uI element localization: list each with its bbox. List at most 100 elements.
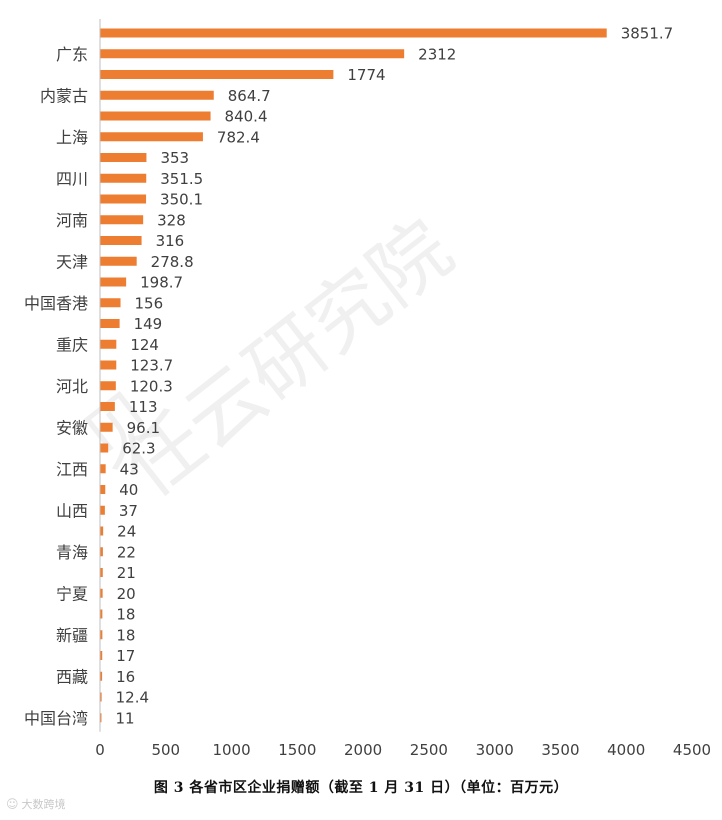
- bar: [100, 381, 116, 391]
- data-label: 351.5: [160, 170, 203, 188]
- bar: [100, 547, 103, 557]
- data-label: 328: [157, 211, 186, 229]
- data-label: 12.4: [116, 689, 149, 707]
- data-label: 43: [120, 460, 139, 478]
- data-label: 24: [117, 523, 136, 541]
- category-label: 广东: [56, 45, 88, 64]
- data-label: 120.3: [130, 377, 173, 395]
- bars-group: [100, 28, 607, 723]
- category-label: 内蒙古: [40, 86, 88, 105]
- data-label: 3851.7: [621, 25, 674, 43]
- x-tick-label: 3000: [476, 741, 514, 759]
- data-label: 20: [117, 585, 136, 603]
- bar: [100, 630, 103, 640]
- axes-group: 0 500 1000 1500 2000 2500 3000 3500 4000 4500: [95, 19, 711, 759]
- bar: [100, 298, 121, 308]
- x-tick-label: 0: [95, 741, 105, 759]
- bar: [100, 464, 106, 474]
- data-label: 18: [116, 606, 135, 624]
- bar: [100, 111, 211, 121]
- data-label: 11: [115, 709, 134, 727]
- bar: [100, 153, 147, 162]
- bar: [100, 443, 109, 453]
- bar: [100, 402, 115, 411]
- chart-caption: 图 3 各省市区企业捐赠额（截至 1 月 31 日）（单位：百万元）: [153, 780, 569, 796]
- data-label: 113: [129, 398, 158, 416]
- chart-area: 任云研究院贝 3851.7 2312 1774 864.7 840.4 782.4 353 3…: [24, 19, 711, 759]
- data-label: 864.7: [228, 87, 271, 105]
- data-label: 16: [116, 668, 135, 686]
- category-label: 青海: [56, 543, 88, 562]
- bar: [100, 360, 117, 370]
- data-label: 96.1: [127, 419, 160, 437]
- category-label: 天津: [56, 252, 88, 271]
- bar: [100, 236, 142, 245]
- bar: [100, 173, 147, 183]
- data-label: 198.7: [140, 274, 183, 292]
- category-label: 安徽: [56, 418, 88, 437]
- data-label: 350.1: [160, 191, 203, 209]
- bar: [100, 713, 102, 723]
- category-label: 上海: [56, 128, 88, 147]
- bar: [100, 609, 103, 619]
- category-label: 四川: [56, 169, 88, 188]
- data-labels-group: 3851.7 2312 1774 864.7 840.4 782.4 353 351.5 350…: [115, 25, 673, 728]
- data-label: 278.8: [151, 253, 194, 271]
- bar: [100, 215, 144, 225]
- data-label: 22: [117, 543, 136, 561]
- bar: [100, 70, 334, 79]
- category-label: 中国香港: [24, 294, 88, 313]
- bar: [100, 568, 103, 577]
- bar: [100, 526, 104, 536]
- x-tick-label: 3500: [541, 741, 579, 759]
- category-label: 中国台湾: [24, 709, 88, 728]
- bar: [100, 49, 405, 59]
- x-tick-label: 4500: [673, 741, 711, 759]
- data-label: 124: [130, 336, 159, 354]
- bar: [100, 692, 102, 702]
- weibo-like-icon: ☺: [6, 797, 19, 811]
- bar: [100, 671, 103, 681]
- category-label: 西藏: [56, 667, 88, 686]
- category-label: 重庆: [56, 335, 88, 354]
- bar: [100, 422, 113, 432]
- data-label: 840.4: [225, 108, 268, 126]
- data-label: 37: [119, 502, 138, 520]
- bar: [100, 505, 105, 515]
- category-label: 新疆: [56, 626, 88, 645]
- data-label: 123.7: [130, 357, 173, 375]
- data-label: 156: [135, 294, 164, 312]
- category-label: 宁夏: [56, 584, 88, 603]
- x-tick-label: 1500: [278, 741, 316, 759]
- footer-watermark-text: 大数跨境: [21, 798, 66, 811]
- bar: [100, 256, 137, 266]
- bar: [100, 588, 103, 598]
- data-label: 316: [156, 232, 185, 250]
- bar: [100, 90, 214, 100]
- bar: [100, 28, 607, 38]
- data-label: 782.4: [217, 128, 260, 146]
- data-label: 149: [134, 315, 163, 333]
- x-tick-label: 2500: [410, 741, 448, 759]
- data-label: 17: [116, 647, 135, 665]
- data-label: 18: [116, 626, 135, 644]
- data-label: 1774: [347, 66, 385, 84]
- category-label: 河南: [56, 211, 88, 230]
- bar: [100, 319, 120, 328]
- bar: [100, 485, 106, 494]
- data-label: 21: [117, 564, 136, 582]
- bar: [100, 132, 203, 142]
- data-label: 353: [160, 149, 189, 167]
- x-tick-label: 4000: [607, 741, 645, 759]
- x-tick-label: 500: [151, 741, 180, 759]
- bar: [100, 194, 147, 204]
- bar: [100, 339, 117, 349]
- x-tick-label: 1000: [212, 741, 250, 759]
- bar: [100, 651, 103, 660]
- data-label: 2312: [418, 45, 456, 63]
- category-label: 江西: [56, 460, 88, 479]
- x-tick-label: 2000: [344, 741, 382, 759]
- bar: [100, 277, 127, 287]
